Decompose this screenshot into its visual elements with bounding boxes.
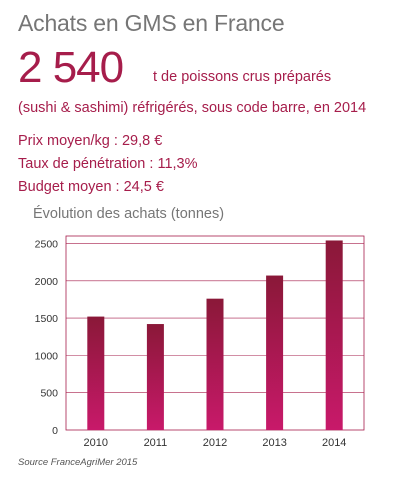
page-title: Achats en GMS en France — [18, 10, 285, 36]
headline-number: 2 540 — [18, 43, 124, 92]
stat-prix-moyen: Prix moyen/kg : 29,8 € — [18, 133, 163, 149]
y-tick-label: 500 — [40, 388, 58, 400]
bar-2012 — [206, 298, 224, 430]
x-tick-label: 2014 — [322, 437, 346, 449]
bar-2010 — [87, 316, 105, 430]
x-tick-label: 2011 — [144, 437, 168, 449]
x-tick-label: 2012 — [203, 437, 227, 449]
bar-2011 — [146, 324, 164, 430]
y-tick-label: 1500 — [35, 313, 59, 325]
y-tick-label: 2500 — [35, 238, 59, 250]
headline-text-line2: (sushi & sashimi) réfrigérés, sous code … — [18, 100, 367, 116]
stat-budget-moyen: Budget moyen : 24,5 € — [18, 179, 164, 195]
bar-2013 — [266, 275, 284, 430]
source-note: Source FranceAgriMer 2015 — [18, 457, 138, 468]
y-tick-label: 0 — [52, 425, 58, 437]
chart-title: Évolution des achats (tonnes) — [33, 206, 225, 222]
bar-2014 — [325, 240, 343, 430]
y-tick-label: 1000 — [35, 350, 59, 362]
headline-text-line1: t de poissons crus préparés — [153, 69, 332, 85]
stat-taux-penetration: Taux de pénétration : 11,3% — [18, 156, 198, 172]
x-tick-label: 2013 — [262, 437, 286, 449]
y-tick-label: 2000 — [35, 276, 59, 288]
x-tick-label: 2010 — [84, 437, 108, 449]
